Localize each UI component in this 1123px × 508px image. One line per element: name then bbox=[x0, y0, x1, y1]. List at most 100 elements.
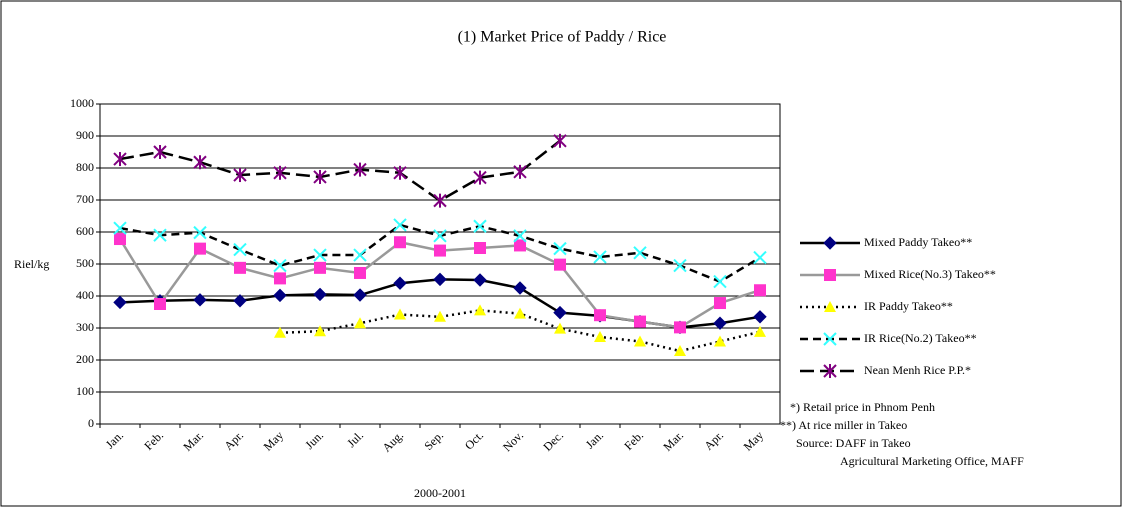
marker bbox=[114, 233, 126, 246]
marker bbox=[674, 321, 686, 334]
marker-stroke bbox=[513, 229, 527, 243]
y-tick-label: 300 bbox=[76, 320, 94, 334]
marker bbox=[113, 295, 127, 310]
marker bbox=[433, 229, 447, 243]
marker bbox=[393, 165, 407, 180]
marker bbox=[354, 317, 366, 329]
legend-label: Mixed Rice(No.3) Takeo** bbox=[864, 267, 996, 281]
marker bbox=[473, 273, 487, 287]
note: Source: DAFF in Takeo bbox=[796, 436, 911, 450]
marker bbox=[394, 308, 406, 320]
marker bbox=[194, 242, 206, 255]
marker bbox=[433, 272, 447, 287]
plot-frame bbox=[99, 103, 781, 425]
marker bbox=[313, 287, 327, 302]
marker bbox=[753, 310, 767, 324]
marker bbox=[594, 309, 606, 322]
marker bbox=[824, 269, 836, 281]
marker bbox=[233, 168, 247, 183]
marker bbox=[193, 155, 207, 170]
marker bbox=[823, 236, 837, 250]
marker-stroke bbox=[153, 228, 167, 242]
marker bbox=[754, 325, 766, 337]
note: **) At rice miller in Takeo bbox=[780, 418, 907, 432]
y-tick-label: 500 bbox=[76, 256, 94, 270]
y-axis-label: Riel/kg bbox=[14, 257, 49, 271]
legend-label: IR Paddy Takeo** bbox=[864, 299, 953, 313]
marker bbox=[273, 288, 287, 303]
marker bbox=[554, 258, 566, 271]
marker bbox=[273, 165, 287, 180]
marker bbox=[153, 228, 167, 242]
marker bbox=[233, 294, 247, 308]
marker bbox=[474, 304, 486, 316]
marker-stroke bbox=[593, 250, 607, 264]
marker bbox=[113, 221, 127, 235]
marker bbox=[634, 335, 646, 347]
y-tick-label: 400 bbox=[76, 288, 94, 302]
legend-label: Nean Menh Rice P.P.* bbox=[864, 363, 971, 377]
marker bbox=[434, 244, 446, 257]
marker bbox=[554, 322, 566, 334]
marker-stroke bbox=[273, 258, 287, 273]
marker bbox=[593, 250, 607, 264]
marker bbox=[434, 310, 446, 322]
marker bbox=[353, 162, 367, 177]
marker bbox=[713, 274, 727, 289]
marker bbox=[153, 145, 167, 159]
marker bbox=[634, 315, 646, 328]
marker bbox=[823, 364, 837, 378]
marker bbox=[314, 261, 326, 274]
marker bbox=[473, 219, 487, 233]
y-tick-label: 100 bbox=[76, 384, 94, 398]
series-line bbox=[119, 139, 561, 203]
marker bbox=[193, 293, 207, 307]
marker bbox=[754, 284, 766, 297]
y-tick-label: 600 bbox=[76, 224, 94, 238]
marker bbox=[354, 266, 366, 279]
marker-stroke bbox=[713, 274, 727, 289]
y-tick-label: 900 bbox=[76, 128, 94, 142]
marker bbox=[553, 133, 567, 148]
marker bbox=[674, 345, 686, 357]
marker bbox=[753, 250, 767, 265]
x-axis-label: 2000-2001 bbox=[414, 486, 466, 500]
marker bbox=[514, 307, 526, 319]
marker bbox=[513, 229, 527, 243]
y-tick-label: 800 bbox=[76, 160, 94, 174]
marker-stroke bbox=[313, 248, 327, 262]
marker bbox=[353, 248, 367, 262]
marker bbox=[553, 305, 567, 320]
marker bbox=[473, 170, 487, 185]
marker bbox=[353, 288, 367, 302]
marker-stroke bbox=[673, 258, 687, 273]
marker bbox=[314, 325, 326, 337]
marker-stroke bbox=[193, 225, 207, 240]
marker bbox=[273, 258, 287, 273]
y-tick-label: 0 bbox=[88, 416, 94, 430]
marker bbox=[633, 246, 647, 260]
marker-stroke bbox=[233, 242, 247, 257]
note: *) Retail price in Phnom Penh bbox=[790, 400, 935, 414]
marker bbox=[433, 193, 447, 208]
marker bbox=[313, 248, 327, 262]
note: Agricultural Marketing Office, MAFF bbox=[840, 454, 1024, 468]
marker-stroke bbox=[473, 219, 487, 233]
marker bbox=[313, 169, 327, 184]
legend-label: IR Rice(No.2) Takeo** bbox=[864, 331, 977, 345]
y-tick-label: 200 bbox=[76, 352, 94, 366]
marker-stroke bbox=[753, 250, 767, 265]
marker bbox=[673, 258, 687, 273]
marker bbox=[514, 239, 526, 252]
marker bbox=[394, 236, 406, 249]
marker bbox=[274, 326, 286, 338]
chart-title: (1) Market Price of Paddy / Rice bbox=[458, 29, 667, 46]
marker bbox=[714, 297, 726, 310]
marker bbox=[474, 242, 486, 254]
marker bbox=[233, 242, 247, 257]
marker bbox=[713, 316, 727, 330]
marker bbox=[393, 276, 407, 290]
marker-stroke bbox=[553, 241, 567, 256]
marker bbox=[824, 301, 836, 312]
